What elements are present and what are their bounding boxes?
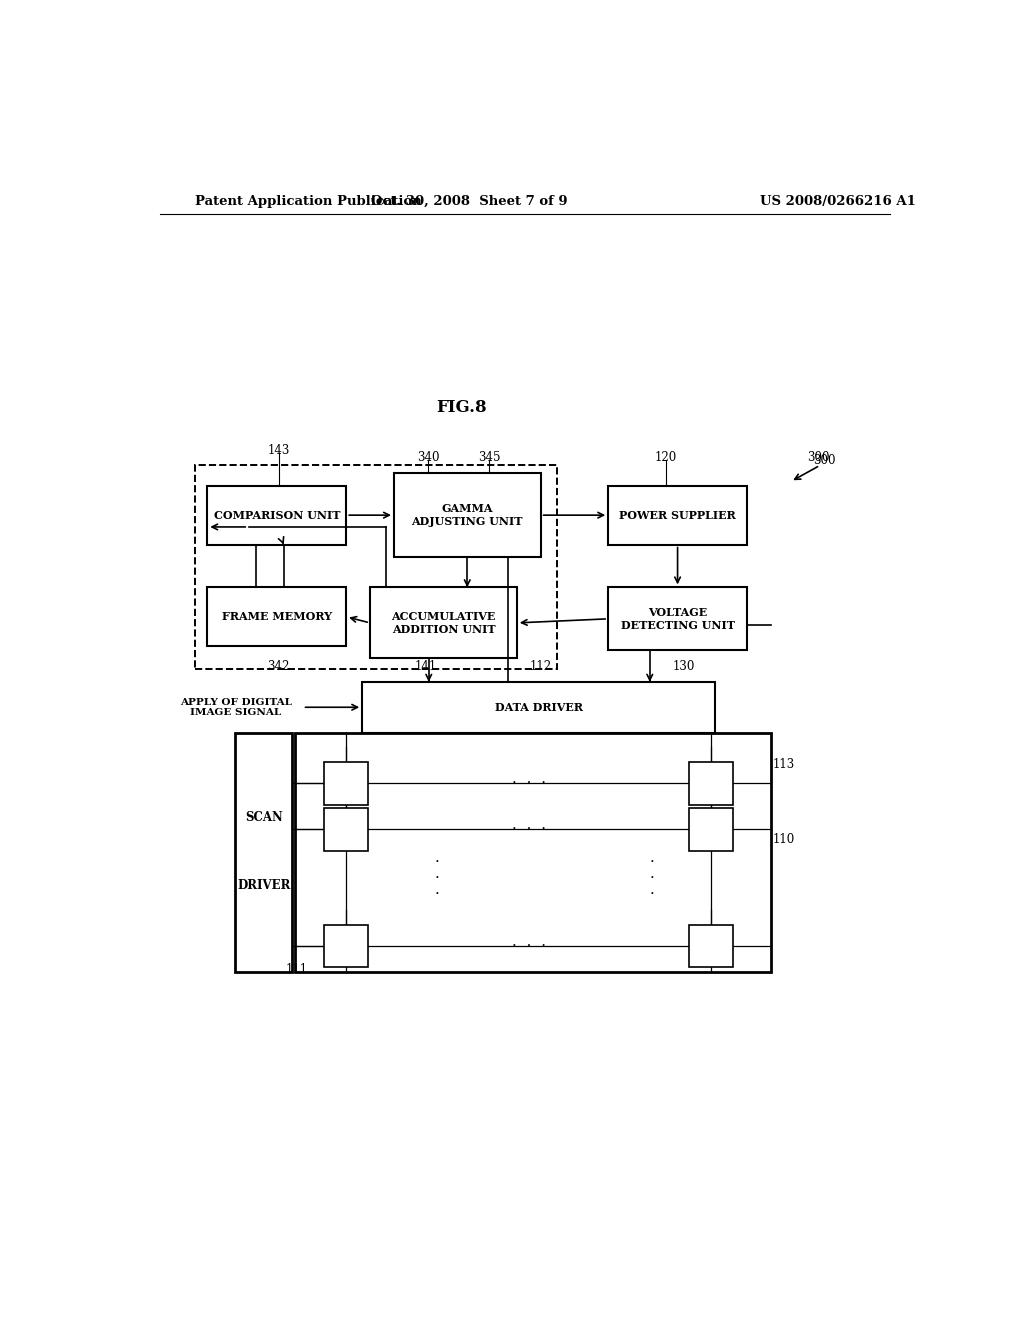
- Text: 141: 141: [415, 660, 436, 673]
- Bar: [207, 587, 346, 647]
- Text: Patent Application Publication: Patent Application Publication: [196, 194, 422, 207]
- Text: Oct. 30, 2008  Sheet 7 of 9: Oct. 30, 2008 Sheet 7 of 9: [371, 194, 567, 207]
- Text: FRAME MEMORY: FRAME MEMORY: [222, 611, 332, 622]
- Text: ·
·
·: · · ·: [435, 855, 440, 902]
- Text: DRIVER: DRIVER: [237, 879, 291, 891]
- Bar: [370, 587, 517, 659]
- Text: 113: 113: [772, 758, 795, 771]
- Bar: [608, 587, 748, 651]
- Text: 300: 300: [813, 454, 836, 467]
- Text: 342: 342: [267, 660, 290, 673]
- Text: 112: 112: [529, 660, 552, 673]
- Bar: [325, 925, 368, 968]
- Text: 300: 300: [807, 450, 829, 463]
- Bar: [236, 733, 292, 972]
- Text: COMPARISON UNIT: COMPARISON UNIT: [214, 510, 340, 520]
- Bar: [689, 925, 733, 968]
- Text: 345: 345: [478, 450, 501, 463]
- Text: DATA DRIVER: DATA DRIVER: [495, 702, 583, 713]
- Text: US 2008/0266216 A1: US 2008/0266216 A1: [761, 194, 916, 207]
- Text: VOLTAGE
DETECTING UNIT: VOLTAGE DETECTING UNIT: [621, 607, 734, 631]
- Text: APPLY OF DIGITAL
IMAGE SIGNAL: APPLY OF DIGITAL IMAGE SIGNAL: [179, 697, 292, 717]
- Text: 111: 111: [286, 964, 308, 975]
- Text: FIG.8: FIG.8: [436, 399, 486, 416]
- Text: ·
·
·: · · ·: [649, 855, 654, 902]
- Text: ·  ·  ·: · · ·: [512, 776, 546, 791]
- Bar: [362, 682, 715, 733]
- Text: ·  ·  ·: · · ·: [512, 822, 546, 837]
- Bar: [689, 762, 733, 805]
- Text: POWER SUPPLIER: POWER SUPPLIER: [620, 510, 736, 520]
- Bar: [325, 808, 368, 850]
- Text: GAMMA
ADJUSTING UNIT: GAMMA ADJUSTING UNIT: [412, 503, 523, 527]
- Text: 120: 120: [655, 450, 677, 463]
- Bar: [196, 466, 557, 669]
- Bar: [325, 762, 368, 805]
- Text: 143: 143: [267, 444, 290, 457]
- Text: 340: 340: [417, 450, 439, 463]
- Bar: [295, 733, 771, 972]
- Text: ·  ·  ·: · · ·: [512, 939, 546, 953]
- Text: ACCUMULATIVE
ADDITION UNIT: ACCUMULATIVE ADDITION UNIT: [391, 611, 496, 635]
- Bar: [608, 486, 748, 545]
- Bar: [207, 486, 346, 545]
- Text: 110: 110: [772, 833, 795, 846]
- Bar: [689, 808, 733, 850]
- Text: 130: 130: [673, 660, 694, 673]
- Bar: [394, 474, 541, 557]
- Text: SCAN: SCAN: [245, 810, 283, 824]
